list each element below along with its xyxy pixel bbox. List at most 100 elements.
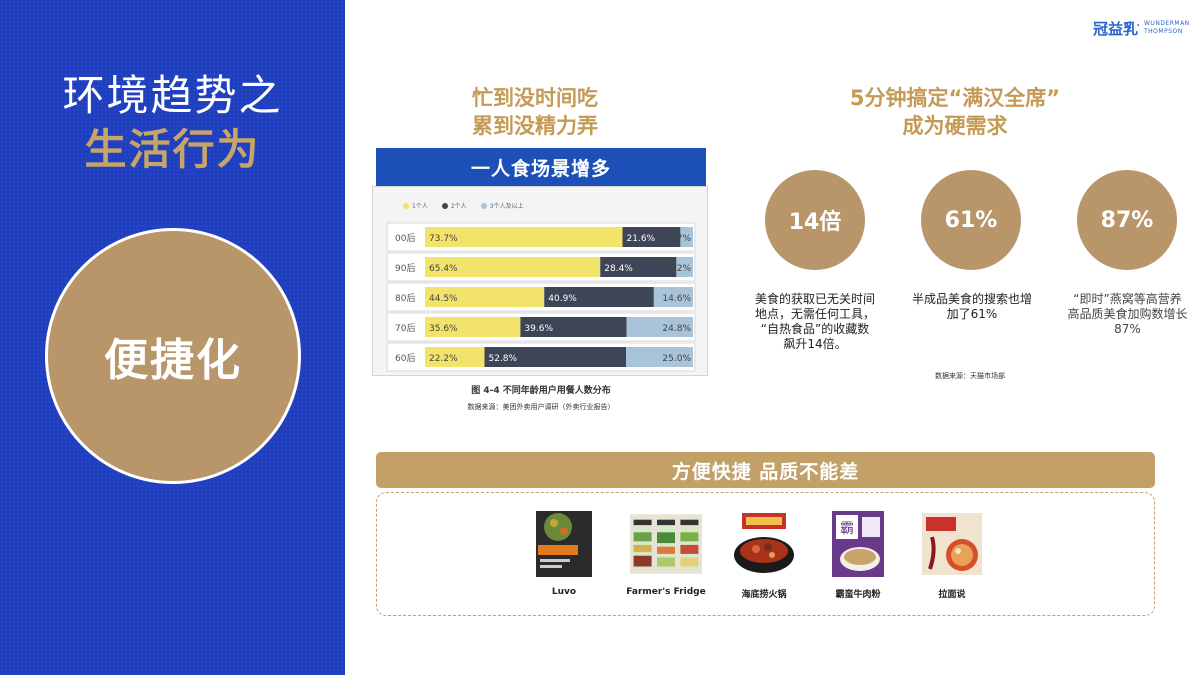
bar-segment bbox=[622, 227, 681, 247]
stat-circle-14x: 14倍 bbox=[765, 170, 865, 270]
bar-segment bbox=[425, 317, 521, 337]
section-right-heading: 5分钟搞定“满汉全席” 成为硬需求 bbox=[820, 84, 1090, 140]
products-box: Luvo bbox=[376, 492, 1155, 616]
category-tick-label: 90后 bbox=[395, 263, 415, 274]
bar-segment bbox=[425, 227, 623, 247]
stat-desc-14x: 美食的获取已无关时间 地点，无需任何工具， “自热食品”的收藏数 飙升14倍。 bbox=[740, 292, 890, 352]
section-right-heading-line1: 5分钟搞定“满汉全席” bbox=[849, 86, 1061, 110]
product-label: 拉面说 bbox=[938, 590, 966, 600]
stat-desc-line: “即时”燕窝等高营养 bbox=[1073, 292, 1182, 306]
stat-desc-line: 地点，无需任何工具， bbox=[754, 307, 875, 321]
product-bamanniu: 霸 霸蛮牛肉粉 bbox=[813, 511, 903, 600]
bar-data-label: 40.9% bbox=[548, 294, 577, 304]
bar-data-label: 28.4% bbox=[604, 264, 633, 274]
logo-cn-text: 冠益乳 bbox=[1093, 20, 1139, 38]
section-left-heading: 忙到没时间吃 累到没精力弄 bbox=[410, 84, 660, 140]
legend-item: 2个人 bbox=[441, 201, 467, 210]
logo-dot: · bbox=[1136, 18, 1141, 34]
stat-value: 61% bbox=[944, 207, 998, 233]
stat-desc-61pct: 半成品美食的搜索也增 加了61% bbox=[897, 292, 1047, 322]
brand-logo: 冠益乳 · WUNDERMAN THOMPSON bbox=[1093, 14, 1193, 40]
stat-desc-line: 飙升14倍。 bbox=[783, 337, 847, 351]
legend-label: 2个人 bbox=[450, 203, 467, 210]
bar-segment bbox=[676, 257, 693, 277]
bar-data-label: 21.6% bbox=[627, 234, 656, 244]
bar-segment bbox=[520, 317, 627, 337]
stat-desc-87pct: “即时”燕窝等高营养 高品质美食加购数增长 87% bbox=[1055, 292, 1200, 337]
chart-header-text: 一人食场景增多 bbox=[470, 157, 611, 180]
product-lamianshuo: 拉面说 bbox=[907, 511, 997, 600]
stat-desc-line: “自热食品”的收藏数 bbox=[760, 322, 870, 336]
bar-segment bbox=[626, 317, 693, 337]
product-luvo: Luvo bbox=[519, 511, 609, 597]
product-haidilao: 海底捞火锅 bbox=[719, 511, 809, 600]
bar-data-label: 24.8% bbox=[662, 324, 691, 334]
bar-segment bbox=[425, 287, 545, 307]
product-label: Farmer's Fridge bbox=[626, 587, 706, 597]
legend-item: 1个人 bbox=[403, 201, 428, 210]
product-label: 霸蛮牛肉粉 bbox=[835, 590, 881, 600]
category-tick-label: 60后 bbox=[395, 353, 415, 364]
topic-circle: 便捷化 bbox=[45, 228, 301, 484]
stat-desc-line: 半成品美食的搜索也增 bbox=[911, 292, 1032, 306]
chart-source: 数据来源：美团外卖用户调研（外卖行业报告） bbox=[467, 403, 615, 411]
topic-circle-text: 便捷化 bbox=[104, 335, 242, 386]
stat-source: 数据来源：天猫市场部 bbox=[935, 372, 1005, 380]
bar-data-label: 73.7% bbox=[429, 234, 458, 244]
bar-segment bbox=[680, 227, 693, 247]
logo-en-line2: THOMPSON bbox=[1144, 28, 1183, 35]
left-title-line2: 生活行为 bbox=[84, 125, 261, 174]
bar-data-label: 52.8% bbox=[488, 354, 517, 364]
logo-en-text: WUNDERMAN THOMPSON bbox=[1144, 20, 1190, 36]
section-left-heading-line1: 忙到没时间吃 bbox=[472, 86, 598, 110]
bottom-banner: 方便快捷 品质不能差 bbox=[376, 452, 1155, 488]
category-tick-label: 70后 bbox=[395, 323, 415, 334]
salad-box-image bbox=[536, 511, 592, 577]
left-title-line1: 环境趋势之 bbox=[62, 71, 283, 120]
legend-swatch bbox=[480, 202, 487, 209]
stacked-bar-chart: 1个人 2个人 3个人及以上 00后 73.7% 21.6% 4.7% 90后 65.4%… bbox=[372, 186, 708, 376]
legend-item: 3个人及以上 bbox=[480, 201, 524, 210]
chart-header: 一人食场景增多 bbox=[376, 148, 706, 186]
logo-en-line1: WUNDERMAN bbox=[1144, 20, 1190, 27]
product-label: Luvo bbox=[551, 587, 577, 597]
legend-label: 3个人及以上 bbox=[489, 203, 524, 210]
bar-segment bbox=[626, 347, 693, 367]
bar-data-label: 35.6% bbox=[429, 324, 458, 334]
bar-data-label: 4.7% bbox=[668, 234, 691, 244]
bar-segment bbox=[600, 257, 677, 277]
ramen-box-image bbox=[922, 513, 982, 575]
bar-data-label: 6.2% bbox=[668, 264, 691, 274]
salad-jars-image bbox=[630, 514, 702, 574]
legend-swatch bbox=[441, 202, 448, 209]
stat-circle-87pct: 87% bbox=[1077, 170, 1177, 270]
bar-segment bbox=[653, 287, 693, 307]
chart-canvas: 00后 73.7% 21.6% 4.7% 90后 65.4% 28.4% 6.2% 80后 44.… bbox=[386, 222, 696, 372]
left-panel: 环境趋势之 生活行为 便捷化 bbox=[0, 0, 345, 675]
bar-segment bbox=[425, 257, 601, 277]
stat-value: 87% bbox=[1100, 207, 1154, 233]
section-left-heading-line2: 累到没精力弄 bbox=[472, 114, 598, 138]
category-tick-label: 00后 bbox=[395, 233, 415, 244]
stat-value: 14倍 bbox=[788, 210, 842, 235]
bar-data-label: 44.5% bbox=[429, 294, 458, 304]
bar-data-label: 65.4% bbox=[429, 264, 458, 274]
beef-noodle-pack-image: 霸 bbox=[832, 511, 884, 577]
chart-legend: 1个人 2个人 3个人及以上 bbox=[403, 201, 523, 210]
bottom-banner-text: 方便快捷 品质不能差 bbox=[671, 460, 860, 483]
section-right-heading-line2: 成为硬需求 bbox=[902, 114, 1008, 138]
bar-segment bbox=[425, 347, 485, 367]
bar-data-label: 25.0% bbox=[662, 354, 691, 364]
svg-text:霸: 霸 bbox=[840, 521, 854, 537]
bar-data-label: 22.2% bbox=[429, 354, 458, 364]
stat-desc-line: 美食的获取已无关时间 bbox=[754, 292, 875, 306]
product-label: 海底捞火锅 bbox=[741, 590, 787, 600]
stat-desc-line: 加了61% bbox=[946, 307, 998, 321]
legend-swatch bbox=[403, 202, 409, 209]
self-heating-hotpot-image bbox=[734, 513, 794, 573]
product-farmers-fridge: Farmer's Fridge bbox=[621, 511, 711, 597]
bar-data-label: 14.6% bbox=[662, 294, 691, 304]
stat-circle-61pct: 61% bbox=[921, 170, 1021, 270]
chart-caption: 图 4-4 不同年龄用户用餐人数分布 bbox=[471, 386, 611, 396]
legend-label: 1个人 bbox=[412, 203, 428, 210]
